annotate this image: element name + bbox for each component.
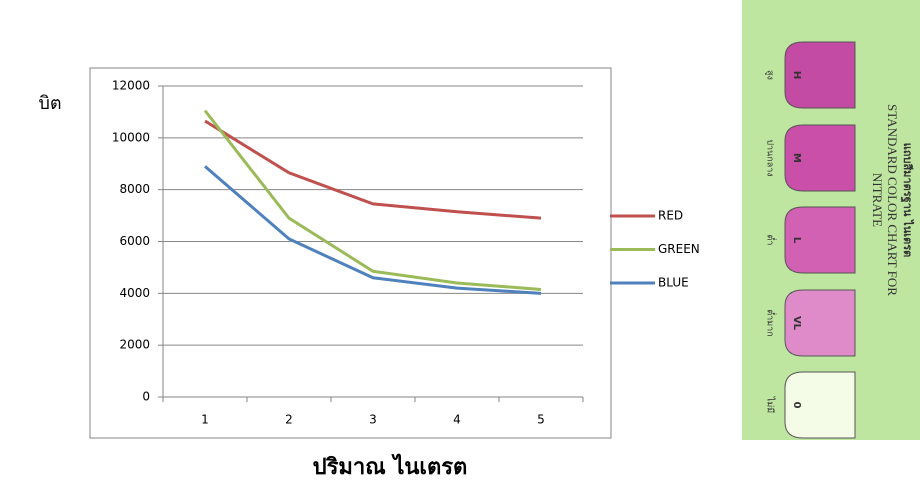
y-tick-label: 10000 (112, 130, 150, 144)
x-axis-label: ปริมาณ ไนเตรต (313, 453, 468, 480)
legend-label: RED (658, 209, 683, 223)
y-tick-label: 12000 (112, 79, 150, 93)
card-title: STANDARD COLOR CHART FOR (885, 104, 900, 296)
y-tick-label: 8000 (119, 182, 150, 196)
legend-label: BLUE (658, 276, 689, 290)
page: บิต ปริมาณ ไนเตรต แถบสีมาตรฐาน ไนเตรตSTA… (0, 0, 920, 491)
y-tick-label: 6000 (119, 234, 150, 248)
x-tick-label: 3 (369, 413, 377, 427)
level-code: H (791, 71, 802, 79)
y-tick-label: 0 (142, 390, 150, 404)
chart-frame (90, 68, 611, 438)
legend-label: GREEN (658, 242, 700, 256)
x-tick-label: 2 (285, 413, 293, 427)
level-label: ปานกลาง (765, 139, 775, 176)
level-label: ไม่มี (765, 396, 776, 413)
x-tick-label: 4 (453, 413, 461, 427)
y-tick-label: 4000 (119, 286, 150, 300)
x-tick-label: 1 (201, 413, 209, 427)
x-tick-label: 5 (537, 413, 545, 427)
level-label: สูง (765, 70, 775, 80)
card-title: NITRATE (870, 173, 885, 227)
level-code: L (791, 237, 802, 244)
level-code: 0 (791, 402, 802, 409)
y-axis-label: บิต (38, 93, 61, 114)
level-code: M (791, 153, 802, 163)
card-title: แถบสีมาตรฐาน ไนเตรต (900, 143, 915, 258)
y-tick-label: 2000 (119, 338, 150, 352)
level-code: VL (791, 316, 802, 331)
